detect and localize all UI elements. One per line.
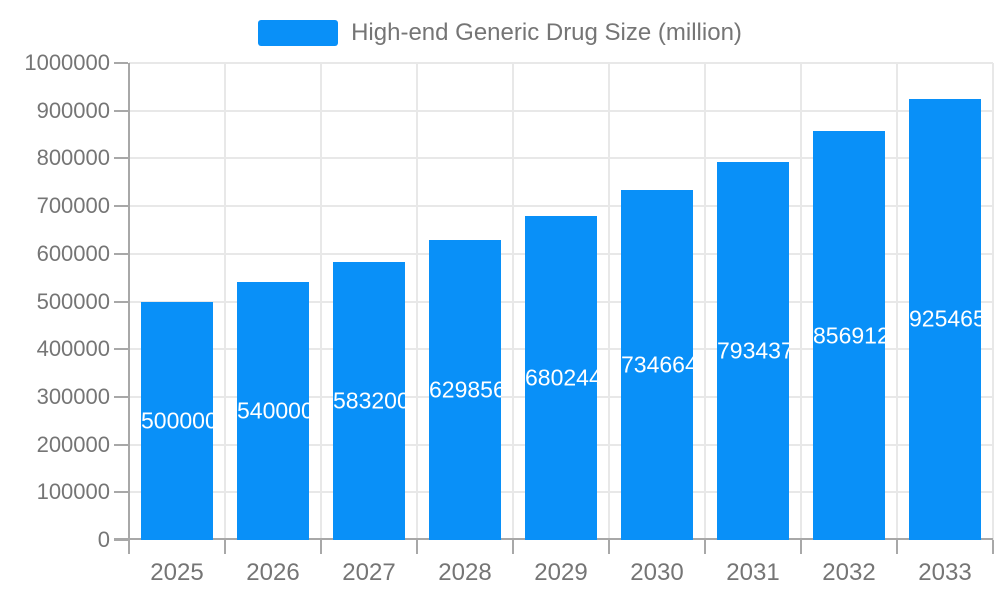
y-tick-mark [114,539,128,541]
gridline-horizontal [129,205,993,208]
bar-value-label: 925465 [909,305,981,332]
gridline-vertical [608,63,610,540]
gridline-vertical [800,63,802,540]
bar-2025[interactable]: 500000 [141,301,213,540]
x-tick-label-2027: 2027 [342,559,396,586]
gridline-horizontal [129,157,993,160]
legend-label[interactable]: High-end Generic Drug Size (million) [351,19,742,46]
x-tick-label-2031: 2031 [726,559,780,586]
y-tick-mark [114,205,128,208]
x-tick-mark [800,540,802,554]
gridline-vertical [416,63,418,540]
gridline-horizontal [129,62,993,64]
y-tick-mark [114,300,128,303]
plot-area: 1000000 900000 800000 700000 600000 500000 400… [24,50,994,586]
y-axis-line [128,63,130,554]
bar-2030[interactable]: 734664 [621,189,693,540]
y-tick-mark [114,443,128,446]
y-tick-label: 700000 [36,193,110,219]
bar-value-label: 583200 [333,387,405,414]
x-tick-label-2032: 2032 [822,559,876,586]
gridline-vertical [320,63,322,540]
x-tick-label-2030: 2030 [630,559,684,586]
y-tick-mark [114,491,128,494]
legend[interactable]: High-end Generic Drug Size (million) [0,19,1000,47]
gridline-vertical [224,63,226,540]
y-tick-label: 900000 [36,97,110,123]
y-tick-label: 300000 [36,383,110,409]
x-tick-label-2033: 2033 [918,559,972,586]
x-tick-mark [512,540,514,554]
bar-value-label: 734664 [621,351,693,378]
gridline-vertical [992,63,994,540]
y-tick-mark [114,395,128,398]
bar-2026[interactable]: 540000 [237,282,309,540]
x-tick-label-2028: 2028 [438,559,492,586]
bar-value-label: 793437 [717,337,789,364]
y-tick-label: 0 [97,527,110,552]
y-tick-mark [114,62,128,64]
bar-value-label: 856912 [813,322,885,349]
bar-2029[interactable]: 680244 [525,215,597,540]
bar-2032[interactable]: 856912 [813,131,885,540]
x-tick-mark [128,540,130,554]
x-tick-mark [320,540,322,554]
y-tick-label: 100000 [36,479,110,505]
bar-value-label: 540000 [237,397,309,424]
gridline-vertical [512,63,514,540]
y-tick-label: 800000 [36,145,110,171]
y-tick-label: 400000 [36,336,110,362]
x-tick-mark [704,540,706,554]
y-tick-mark [114,252,128,255]
bar-value-label: 680244 [525,364,597,391]
bar-2028[interactable]: 629856 [429,239,501,540]
y-tick-label: 600000 [36,240,110,266]
legend-marker-icon[interactable] [258,20,339,46]
gridline-horizontal [129,109,993,112]
bar-value-label: 629856 [429,376,501,403]
y-tick-label: 200000 [36,431,110,457]
y-tick-mark [114,348,128,351]
x-tick-mark [992,540,994,554]
x-tick-mark [416,540,418,554]
gridline-vertical [704,63,706,540]
gridline-vertical [896,63,898,540]
bar-2031[interactable]: 793437 [717,161,789,540]
x-tick-mark [896,540,898,554]
bar-2027[interactable]: 583200 [333,261,405,540]
x-tick-mark [608,540,610,554]
y-tick-mark [114,157,128,160]
x-tick-label-2026: 2026 [246,559,300,586]
y-tick-label: 1000000 [24,50,110,75]
x-tick-mark [224,540,226,554]
bar-value-label: 500000 [141,407,213,434]
x-tick-label-2025: 2025 [150,559,204,586]
y-tick-label: 500000 [36,288,110,314]
x-tick-label-2029: 2029 [534,559,588,586]
y-tick-mark [114,109,128,112]
bar-2033[interactable]: 925465 [909,98,981,540]
